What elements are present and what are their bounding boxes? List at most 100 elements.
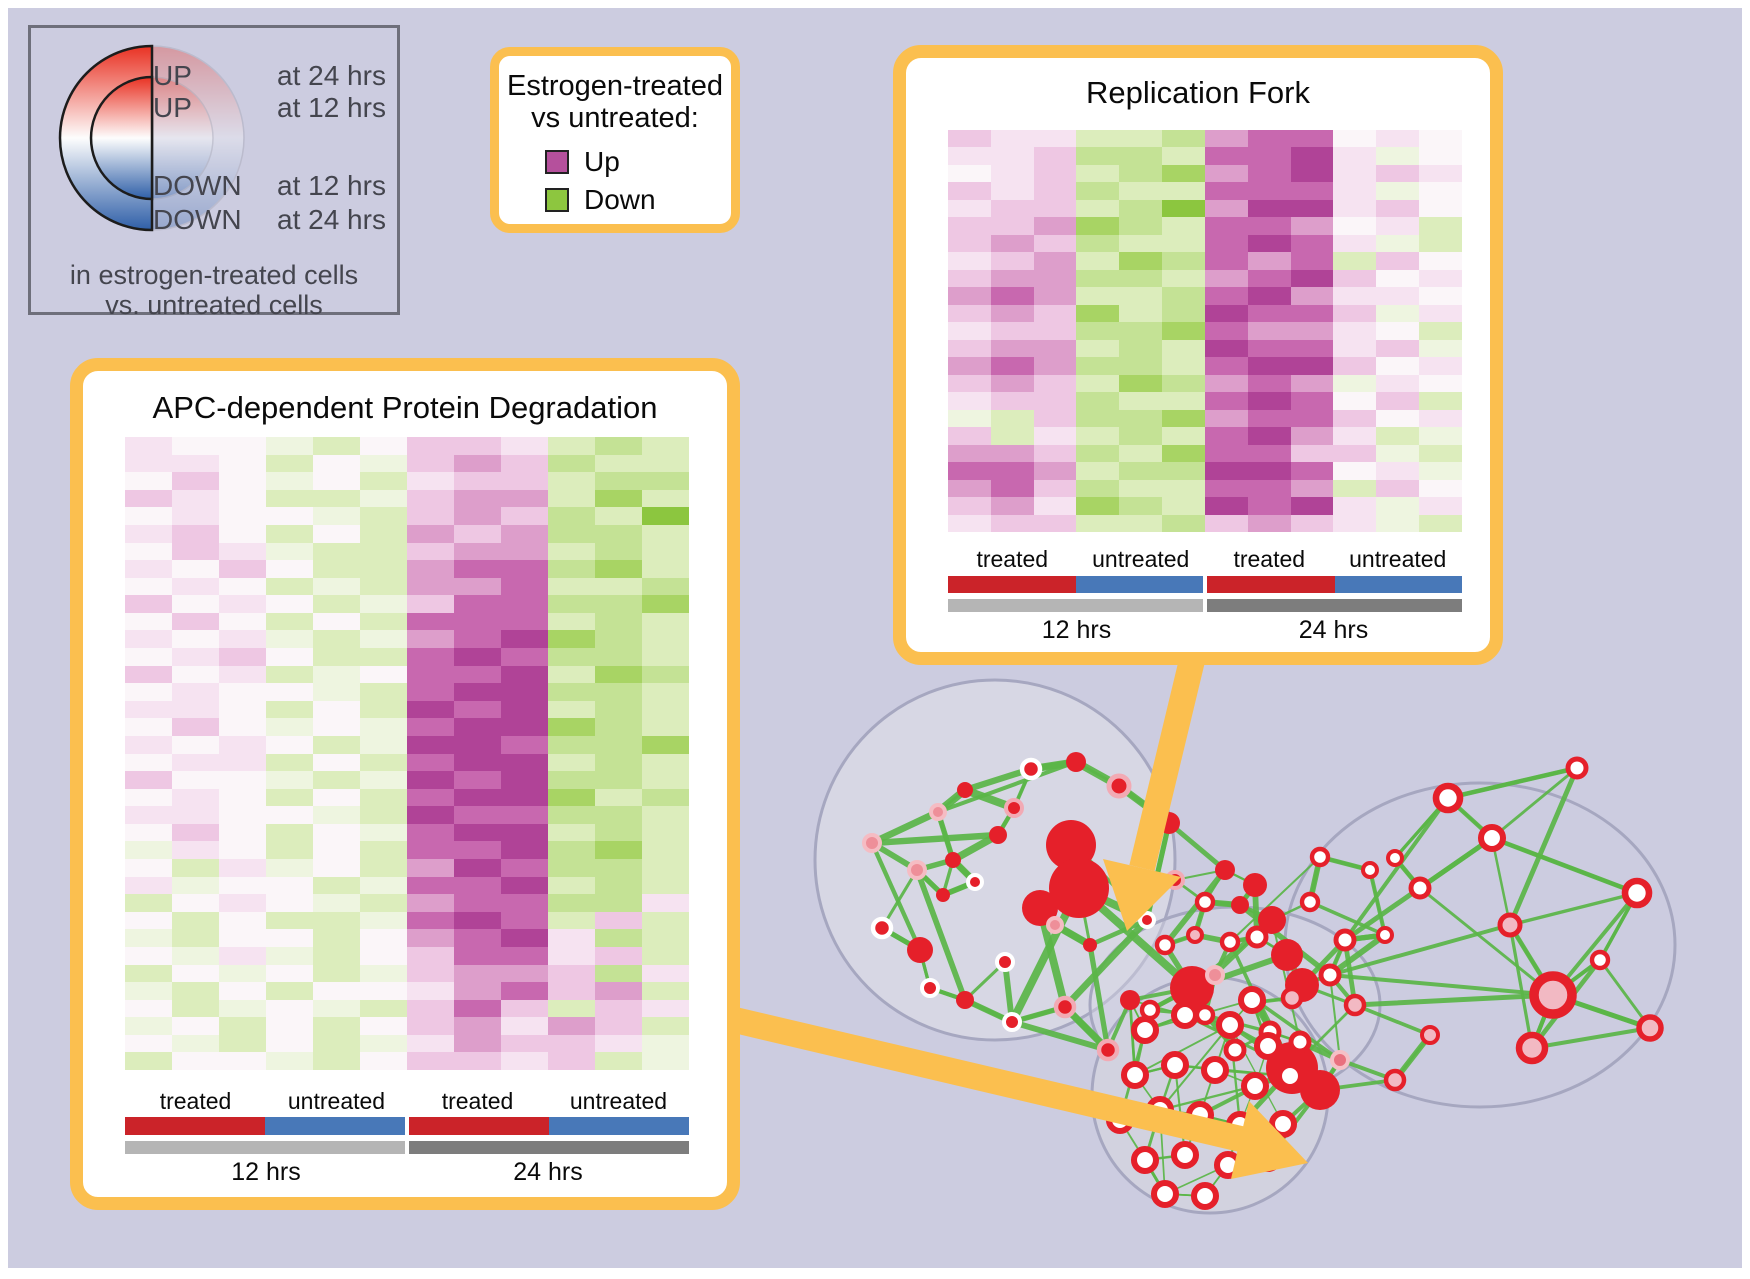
heatmap-cell xyxy=(642,964,689,983)
heatmap-cell xyxy=(595,648,642,666)
heatmap-cell xyxy=(454,964,501,983)
heatmap-cell xyxy=(125,823,172,842)
heatmap-cell xyxy=(642,894,689,912)
heatmap-cell xyxy=(1204,234,1248,253)
direction-word: UP xyxy=(153,92,192,123)
heatmap-cell xyxy=(642,524,689,543)
direction-time: at 24 hrs xyxy=(277,60,386,91)
heatmap-cell xyxy=(313,524,360,543)
heatmap-cell xyxy=(642,648,689,666)
heatmap-cell xyxy=(266,806,313,824)
heatmap-cell xyxy=(125,894,172,912)
group-label-treated-12: treated xyxy=(159,1088,232,1114)
heatmap-cell xyxy=(948,479,991,498)
heatmap-cell xyxy=(1076,130,1120,148)
heatmap-cell xyxy=(1033,217,1077,235)
heatmap-cell xyxy=(1376,357,1420,375)
time-labels: 12 hrs 24 hrs xyxy=(125,1158,689,1187)
network-edge xyxy=(1507,765,1580,928)
heatmap-cell xyxy=(1119,444,1163,463)
heatmap-cell xyxy=(642,560,689,578)
network-node xyxy=(956,991,974,1009)
heatmap-cell xyxy=(125,841,172,859)
heatmap-cell xyxy=(1076,514,1120,532)
heatmap-cell xyxy=(454,612,501,631)
arrow-shaft xyxy=(1129,648,1207,872)
heatmap-cell xyxy=(948,199,991,218)
heatmap-cell xyxy=(125,560,172,578)
heatmap-cell xyxy=(595,982,642,1000)
heatmap-cell xyxy=(219,1052,266,1070)
heatmap-cell xyxy=(1376,164,1420,183)
network-node xyxy=(1200,1055,1230,1085)
heatmap-cell xyxy=(1419,462,1462,480)
heatmap-cell xyxy=(407,524,454,543)
heatmap-cell xyxy=(266,823,313,842)
heatmap-cell xyxy=(407,735,454,754)
direction-legend-footer-1: in estrogen-treated cells xyxy=(69,260,359,290)
heatmap-cell xyxy=(1204,444,1248,463)
heatmap-cell xyxy=(360,771,407,789)
network-node xyxy=(1019,757,1043,781)
heatmap-cell xyxy=(125,472,172,490)
heatmap-cell xyxy=(595,665,642,684)
heatmap-cell xyxy=(948,252,991,270)
time-bars xyxy=(948,599,1462,612)
heatmap-cell xyxy=(595,859,642,877)
heatmap-cell xyxy=(219,595,266,613)
heatmap-cell xyxy=(219,612,266,631)
network-node xyxy=(1004,798,1024,818)
direction-legend-footer-2: vs. untreated cells xyxy=(105,290,323,320)
heatmap-cell xyxy=(1290,427,1334,445)
heatmap-cell xyxy=(948,462,991,480)
network-node xyxy=(1299,891,1321,913)
heatmap-cell xyxy=(1033,444,1077,463)
heatmap-cell xyxy=(313,823,360,842)
heatmap-cell xyxy=(1119,357,1163,375)
heatmap-cell xyxy=(1333,217,1377,235)
heatmap-cell xyxy=(266,489,313,508)
network-node xyxy=(1160,1050,1190,1080)
network-edge xyxy=(1162,867,1228,948)
heatmap-cell xyxy=(1376,392,1420,410)
heatmap-cell xyxy=(266,630,313,648)
heatmap-cell xyxy=(125,946,172,965)
heatmap-cell xyxy=(501,489,548,508)
heatmap-cell xyxy=(172,946,219,965)
heatmap-cell xyxy=(172,718,219,736)
heatmap-cell xyxy=(948,339,991,358)
heatmap-cell xyxy=(407,577,454,596)
network-edge xyxy=(1418,886,1555,997)
heatmap-cell xyxy=(1333,234,1377,253)
network-node xyxy=(1343,993,1367,1017)
heatmap-cell xyxy=(1033,287,1077,305)
heatmap-cell xyxy=(595,472,642,490)
heatmap-cell xyxy=(501,630,548,648)
network-node xyxy=(1138,911,1156,929)
heatmap-cell xyxy=(219,437,266,455)
network-edge xyxy=(1490,766,1579,840)
heatmap-cell xyxy=(125,718,172,736)
heatmap-cell xyxy=(1247,374,1291,393)
heatmap-cell xyxy=(548,735,595,754)
heatmap-cell xyxy=(595,718,642,736)
heatmap-cell xyxy=(642,718,689,736)
heatmap-cell xyxy=(266,454,313,473)
heatmap-cell xyxy=(548,1017,595,1035)
heatmap-cell xyxy=(172,929,219,947)
heatmap-cell xyxy=(1290,497,1334,515)
heatmap-cell xyxy=(548,929,595,947)
heatmap-cell xyxy=(172,753,219,772)
time-label-12hrs: 12 hrs xyxy=(231,1158,301,1186)
heatmap-cell xyxy=(360,946,407,965)
heatmap-cell xyxy=(125,683,172,701)
heatmap-cell xyxy=(595,507,642,525)
heatmap-cell xyxy=(548,894,595,912)
heatmap-cell xyxy=(172,595,219,613)
network-node xyxy=(1383,1068,1407,1092)
heatmap-cell xyxy=(595,454,642,473)
heatmap-cell xyxy=(454,700,501,719)
heatmap-cell xyxy=(454,524,501,543)
heatmap-cell xyxy=(1419,322,1462,340)
